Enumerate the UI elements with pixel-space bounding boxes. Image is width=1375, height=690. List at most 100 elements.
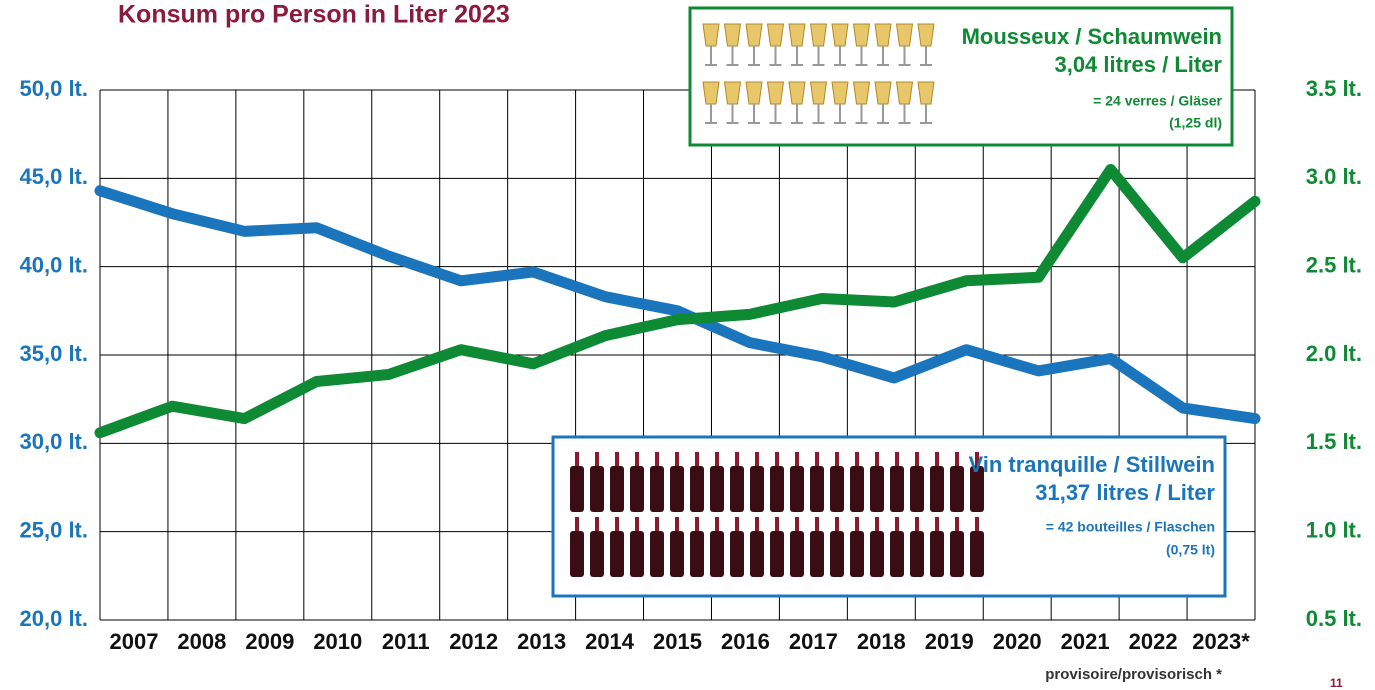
- bottle-icon: [790, 531, 804, 577]
- bottle-icon: [775, 452, 779, 466]
- glass-icon: [917, 23, 935, 47]
- y2-tick-label: 2.0 lt.: [1306, 341, 1362, 366]
- bottle-icon: [875, 517, 879, 531]
- x-tick-label: 2018: [857, 629, 906, 654]
- x-tick-label: 2010: [313, 629, 362, 654]
- box-title: Mousseux / Schaumwein: [962, 24, 1222, 49]
- x-tick-label: 2016: [721, 629, 770, 654]
- glass-icon: [831, 81, 849, 105]
- glass-icon: [917, 81, 935, 105]
- glass-icon: [766, 23, 785, 47]
- glass-icon: [831, 23, 849, 47]
- x-tick-label: 2013: [517, 629, 566, 654]
- x-tick-label: 2012: [449, 629, 498, 654]
- glass-icon: [788, 23, 806, 47]
- y-tick-label: 50,0 lt.: [20, 76, 88, 101]
- glass-icon: [874, 23, 892, 47]
- bottle-icon: [790, 466, 804, 512]
- bottle-icon: [915, 517, 919, 531]
- bottle-icon: [970, 466, 984, 512]
- bottle-icon: [635, 452, 639, 466]
- bottle-icon: [830, 531, 844, 577]
- bottle-icon: [690, 466, 704, 512]
- bottle-icon: [795, 452, 799, 466]
- page-number: 11: [1330, 676, 1343, 690]
- y2-tick-label: 1.5 lt.: [1306, 429, 1362, 454]
- bottle-icon: [750, 531, 764, 577]
- series-line: [94, 185, 1261, 425]
- x-tick-label: 2019: [925, 629, 974, 654]
- x-tick-label: 2023*: [1192, 629, 1250, 654]
- bottle-icon: [915, 452, 919, 466]
- y-tick-label: 35,0 lt.: [20, 341, 88, 366]
- bottle-icon: [875, 452, 879, 466]
- bottle-icon: [755, 452, 759, 466]
- glass-icon: [702, 23, 720, 47]
- bottle-icon: [835, 517, 839, 531]
- bottle-icon: [730, 531, 744, 577]
- y-tick-label: 30,0 lt.: [20, 429, 88, 454]
- glass-icon: [702, 81, 720, 105]
- bottle-icon: [930, 466, 944, 512]
- y2-tick-label: 0.5 lt.: [1306, 606, 1362, 631]
- bottle-icon: [615, 452, 619, 466]
- bottle-icon: [670, 466, 684, 512]
- glass-icon: [852, 81, 871, 105]
- bottle-icon: [735, 452, 739, 466]
- y-tick-label: 45,0 lt.: [20, 164, 88, 189]
- glass-icon: [895, 81, 914, 105]
- bottle-icon: [650, 531, 664, 577]
- bottle-icon: [775, 517, 779, 531]
- bottle-icon: [695, 452, 699, 466]
- bottle-icon: [815, 452, 819, 466]
- bottle-icon: [910, 531, 924, 577]
- chart-title: Konsum pro Person in Liter 2023: [118, 1, 510, 29]
- bottle-icon: [970, 531, 984, 577]
- y-tick-label: 20,0 lt.: [20, 606, 88, 631]
- x-tick-label: 2014: [585, 629, 635, 654]
- bottle-icon: [770, 466, 784, 512]
- bottle-icon: [675, 517, 679, 531]
- bottle-icon: [850, 466, 864, 512]
- bottle-icon: [630, 466, 644, 512]
- bottle-icon: [630, 531, 644, 577]
- bottle-icon: [575, 517, 579, 531]
- bottle-icon: [810, 466, 824, 512]
- bottle-icon: [975, 452, 979, 466]
- box-equivalent: = 24 verres / Gläser: [1093, 93, 1222, 109]
- info-box: [551, 435, 1227, 598]
- bottle-icon: [595, 517, 599, 531]
- bottle-icon: [650, 466, 664, 512]
- bottle-icon: [975, 517, 979, 531]
- x-tick-label: 2007: [109, 629, 158, 654]
- bottle-icon: [830, 466, 844, 512]
- y-tick-label: 40,0 lt.: [20, 252, 88, 277]
- glass-icon: [895, 23, 914, 47]
- y2-tick-label: 1.0 lt.: [1306, 517, 1362, 542]
- bottle-icon: [735, 517, 739, 531]
- box-amount: 31,37 litres / Liter: [1035, 480, 1215, 505]
- bottle-icon: [615, 517, 619, 531]
- bottle-icon: [930, 531, 944, 577]
- bottle-icon: [610, 531, 624, 577]
- bottle-icon: [715, 517, 719, 531]
- x-tick-label: 2011: [382, 629, 430, 654]
- bottle-icon: [895, 517, 899, 531]
- bottle-icon: [575, 452, 579, 466]
- bottle-icon: [870, 466, 884, 512]
- bottle-icon: [795, 517, 799, 531]
- glass-icon: [852, 23, 871, 47]
- x-tick-label: 2017: [789, 629, 838, 654]
- bottle-icon: [595, 452, 599, 466]
- glass-icon: [723, 81, 742, 105]
- y-tick-label: 25,0 lt.: [20, 517, 88, 542]
- glass-icon: [745, 81, 763, 105]
- bottle-icon: [950, 466, 964, 512]
- bottle-icon: [855, 517, 859, 531]
- bottle-icon: [715, 452, 719, 466]
- bottle-icon: [670, 531, 684, 577]
- box-unit: (1,25 dl): [1169, 115, 1222, 131]
- bottle-icon: [750, 466, 764, 512]
